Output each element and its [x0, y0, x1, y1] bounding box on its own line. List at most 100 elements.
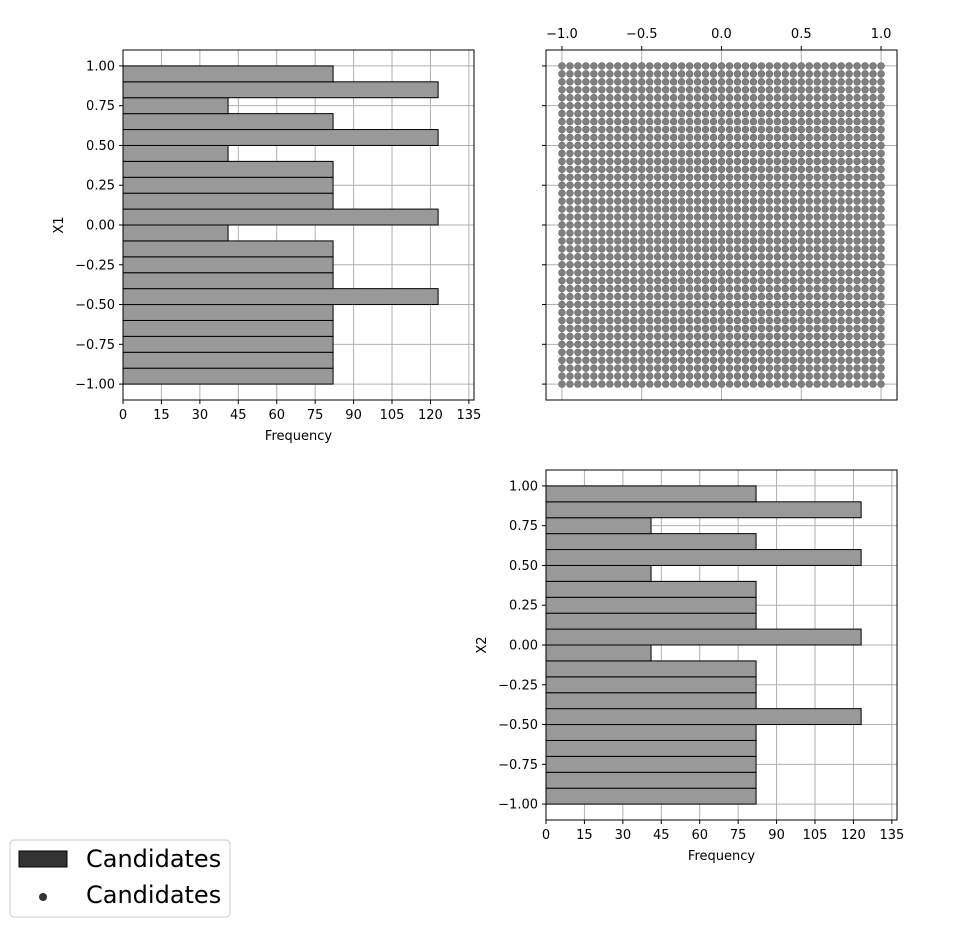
scatter-point [677, 332, 686, 341]
scatter-point [693, 292, 702, 301]
scatter-point [669, 348, 678, 356]
scatter-point [797, 229, 805, 237]
scatter-point [693, 356, 702, 364]
scatter-point [646, 221, 654, 229]
scatter-point [646, 269, 654, 277]
scatter-point [653, 340, 662, 349]
scatter-point [638, 125, 646, 134]
scatter-point [646, 380, 654, 388]
scatter-point [638, 181, 646, 189]
scatter-point [789, 173, 797, 181]
histogram-x2-panel: 0 15 30 45 60 75 90 105 120 1351.000.750.500.250.… [475, 469, 904, 864]
scatter-point [701, 284, 710, 293]
scatter-point [701, 125, 710, 134]
scatter-point [805, 78, 813, 86]
scatter-point [725, 173, 734, 181]
scatter-point [805, 364, 813, 372]
scatter-point [661, 348, 670, 356]
scatter-point [781, 141, 790, 150]
scatter-point [781, 197, 790, 205]
scatter-point [837, 364, 845, 372]
scatter-point [622, 125, 630, 134]
scatter-point [598, 308, 606, 317]
scatter-point [646, 284, 654, 293]
scatter-point [669, 78, 678, 86]
scatter-point [741, 189, 750, 197]
scatter-point [661, 70, 670, 78]
scatter-point [582, 125, 590, 134]
scatter-point [693, 157, 702, 166]
scatter-point [677, 284, 686, 293]
scatter-point [813, 261, 821, 269]
scatter-point [693, 253, 702, 261]
scatter-point [661, 189, 670, 197]
scatter-point [606, 125, 614, 134]
scatter-point [646, 173, 654, 181]
scatter-point [630, 300, 638, 309]
scatter-point [733, 78, 742, 86]
scatter-point [574, 173, 582, 181]
scatter-panel: −1.0 −0.5 0.0 0.5 1.0 [542, 27, 898, 401]
scatter-point [598, 221, 606, 229]
scatter-point [829, 109, 837, 118]
scatter-point [805, 324, 813, 333]
scatter-point [574, 157, 582, 166]
scatter-point [845, 213, 853, 221]
scatter-point [853, 237, 861, 245]
scatter-point [646, 181, 654, 189]
scatter-point [630, 372, 638, 380]
scatter-point [733, 109, 742, 118]
scatter-point [653, 189, 662, 197]
scatter-point [789, 300, 797, 309]
scatter-point [630, 261, 638, 269]
scatter-point [861, 205, 869, 213]
scatter-point [773, 237, 782, 245]
scatter-point [661, 86, 670, 94]
scatter-point [813, 117, 821, 126]
scatter-point [757, 245, 766, 253]
scatter-point [566, 141, 574, 150]
scatter-point [693, 213, 702, 221]
scatter-point [677, 181, 686, 189]
scatter-point [574, 253, 582, 261]
scatter-point [749, 86, 758, 94]
scatter-point [757, 125, 766, 134]
scatter-point [733, 253, 742, 261]
scatter-point [789, 197, 797, 205]
scatter-point [693, 189, 702, 197]
histogram-x1-bar-10 [122, 208, 439, 226]
scatter-point [765, 205, 774, 213]
scatter-point [653, 221, 662, 229]
scatter-point [853, 181, 861, 189]
scatter-point [558, 149, 566, 158]
scatter-point [709, 133, 718, 142]
scatter-point [646, 157, 654, 166]
scatter-point [622, 292, 630, 301]
scatter-point [749, 269, 758, 277]
scatter-point [877, 78, 885, 86]
scatter-point [757, 181, 766, 189]
scatter-point [701, 261, 710, 269]
scatter-point [797, 117, 805, 126]
scatter-point [614, 213, 622, 221]
scatter-point [590, 269, 598, 277]
scatter-point [749, 245, 758, 253]
scatter-point [590, 173, 598, 181]
scatter-point [861, 149, 869, 158]
scatter-point [709, 109, 718, 118]
scatter-point [630, 78, 638, 86]
scatter-point [789, 141, 797, 150]
scatter-point [558, 189, 566, 197]
scatter-point [733, 205, 742, 213]
histogram-x1-bar-2 [122, 335, 334, 353]
scatter-point [701, 197, 710, 205]
scatter-point [709, 340, 718, 349]
scatter-point [773, 141, 782, 150]
scatter-point [677, 245, 686, 253]
scatter-point [837, 78, 845, 86]
scatter-point [773, 101, 782, 110]
scatter-point [773, 261, 782, 269]
scatter-point [677, 165, 686, 174]
scatter-point [693, 133, 702, 142]
scatter-point [869, 197, 877, 205]
